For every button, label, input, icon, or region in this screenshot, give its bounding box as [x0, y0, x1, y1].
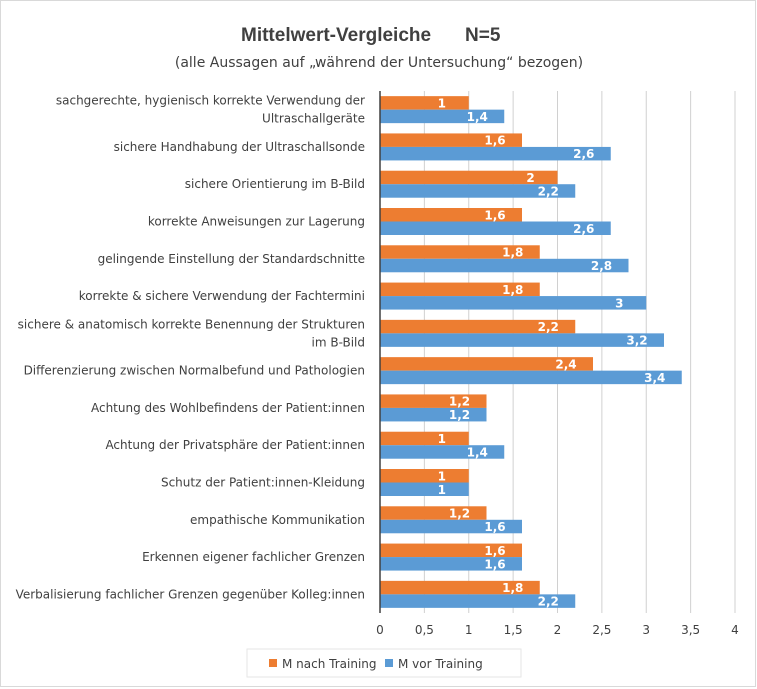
bar-nach-training [380, 543, 522, 558]
data-label: 2,2 [538, 595, 559, 609]
bar-nach-training [380, 506, 487, 520]
bar-nach-training [380, 319, 576, 334]
data-label: 1,4 [467, 110, 488, 124]
data-label: 1,6 [484, 520, 505, 534]
bar-vor-training [380, 519, 522, 534]
data-label: 2,2 [538, 320, 559, 334]
category-label: Achtung der Privatsphäre der Patient:inn… [105, 438, 365, 452]
data-label: 1,2 [449, 408, 470, 422]
data-label: 1,4 [467, 445, 488, 459]
bar-nach-training [380, 580, 540, 595]
bar-nach-training [380, 469, 469, 483]
category-label: Ultraschallgeräte [262, 112, 365, 126]
category-label: Achtung des Wohlbefindens der Patient:in… [91, 401, 365, 415]
category-label: sichere Handhabung der Ultraschallsonde [114, 140, 365, 154]
category-label: Erkennen eigener fachlicher Grenzen [142, 550, 365, 564]
data-label: 1,8 [502, 283, 523, 297]
bar-nach-training [380, 208, 522, 222]
category-label: sachgerechte, hygienisch korrekte Verwen… [56, 94, 365, 108]
data-label: 1 [438, 96, 446, 110]
data-label: 2,6 [573, 147, 594, 161]
bar-vor-training [380, 445, 505, 459]
data-label: 1,8 [502, 581, 523, 595]
chart-subtitle: (alle Aussagen auf „während der Untersuc… [175, 55, 583, 71]
bar-nach-training [380, 431, 469, 446]
bar-vor-training [380, 184, 576, 198]
bar-nach-training [380, 96, 469, 110]
data-label: 3 [615, 296, 623, 310]
bar-vor-training [380, 296, 647, 310]
category-label: korrekte Anweisungen zur Lagerung [148, 215, 365, 229]
data-label: 2,2 [538, 184, 559, 198]
x-tick-label: 4 [731, 623, 739, 637]
bar-nach-training [380, 170, 558, 185]
data-label: 2 [526, 171, 534, 185]
x-tick-label: 3 [642, 623, 650, 637]
data-label: 2,8 [591, 259, 612, 273]
x-tick-label: 0,5 [415, 623, 434, 637]
bar-vor-training [380, 146, 611, 161]
legend-box [246, 648, 522, 678]
category-label: empathische Kommunikation [190, 513, 365, 527]
data-label: 1,2 [449, 507, 470, 521]
data-label: 1,8 [502, 246, 523, 260]
data-label: 3,2 [626, 334, 647, 348]
data-label: 2,4 [555, 357, 576, 371]
category-label: Verbalisierung fachlicher Grenzen gegenü… [16, 587, 365, 601]
legend: M nach Training M vor Training [246, 648, 522, 678]
category-labels: sachgerechte, hygienisch korrekte Verwen… [16, 94, 365, 602]
bar-vor-training [380, 594, 576, 608]
bars: 1 1,4 1,6 2,6 2 2,2 1,6 2,6 1,8 2,8 1,8 3 2,2 3,2 2,4 3… [379, 91, 682, 613]
data-label: 1 [438, 483, 446, 497]
bar-nach-training [380, 245, 540, 259]
x-tick-label: 1,5 [504, 623, 523, 637]
bar-nach-training [380, 357, 593, 371]
bar-nach-training [380, 282, 540, 297]
category-label: Differenzierung zwischen Normalbefund un… [24, 364, 365, 378]
category-label: gelingende Einstellung der Standardschni… [98, 252, 365, 266]
legend-label-vor: M vor Training [398, 657, 483, 671]
data-label: 1,6 [484, 208, 505, 222]
x-tick-label: 1 [465, 623, 473, 637]
legend-swatch-vor [385, 659, 393, 667]
chart-title-n: N=5 [465, 25, 501, 46]
category-label: sichere & anatomisch korrekte Benennung … [18, 317, 365, 331]
bar-vor-training [380, 258, 629, 273]
category-label: korrekte & sichere Verwendung der Fachte… [79, 289, 365, 303]
data-label: 1,6 [484, 134, 505, 148]
bar-vor-training [380, 221, 611, 235]
bar-vor-training [380, 333, 664, 347]
data-label: 1 [438, 432, 446, 446]
bar-vor-training [380, 370, 682, 385]
x-tick-label: 2,5 [592, 623, 611, 637]
data-label: 2,6 [573, 222, 594, 236]
bar-nach-training [380, 133, 522, 147]
bar-vor-training [380, 109, 505, 124]
data-label: 1,6 [484, 544, 505, 558]
bar-vor-training [380, 482, 469, 496]
x-tick-label: 3,5 [681, 623, 700, 637]
bar-vor-training [380, 557, 522, 571]
chart-title: Mittelwert-Vergleiche [241, 25, 431, 46]
x-tick-label: 0 [376, 623, 384, 637]
x-tick-label: 2 [554, 623, 562, 637]
category-label: Schutz der Patient:innen-Kleidung [161, 476, 365, 490]
legend-swatch-nach [269, 659, 277, 667]
category-label: sichere Orientierung im B-Bild [185, 177, 365, 191]
legend-label-nach: M nach Training [282, 657, 377, 671]
data-label: 1,2 [449, 395, 470, 409]
gridlines [423, 91, 736, 613]
data-label: 3,4 [644, 371, 665, 385]
x-tick-labels: 0 0,5 1 1,5 2 2,5 3 3,5 4 [376, 623, 739, 637]
bar-vor-training [380, 407, 487, 422]
data-label: 1,6 [484, 557, 505, 571]
bar-nach-training [380, 394, 487, 408]
category-label: im B-Bild [312, 335, 366, 349]
data-label: 1 [438, 469, 446, 483]
